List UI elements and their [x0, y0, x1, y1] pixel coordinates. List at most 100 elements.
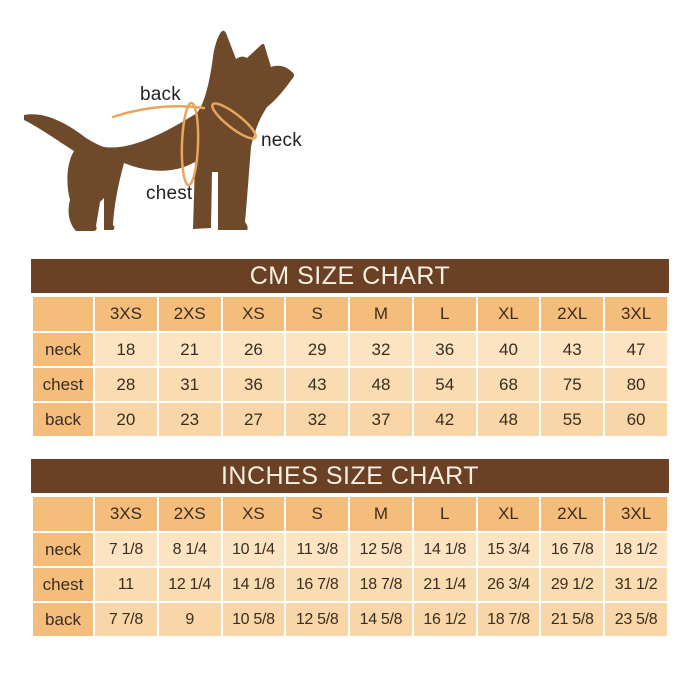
- size-value-cell: 43: [286, 368, 349, 401]
- size-column-header: XS: [222, 497, 285, 531]
- size-value-cell: 28: [95, 368, 157, 401]
- size-value-cell: 27: [222, 403, 285, 436]
- inches-size-table: 3XS 2XS XS S M L XL 2XL 3XL neck 7 1/8 8 1/4 10 1/4…: [31, 495, 669, 638]
- size-value-cell: 16 1/2: [413, 603, 476, 636]
- corner-cell: [33, 297, 93, 331]
- size-value-cell: 21 1/4: [413, 568, 476, 601]
- table-row: neck 18 21 26 29 32 36 40 43 47: [33, 333, 667, 366]
- size-column-header: 2XS: [158, 297, 221, 331]
- size-value-cell: 14 5/8: [350, 603, 412, 636]
- table-row: chest 11 12 1/4 14 1/8 16 7/8 18 7/8 21 1/4 26 …: [33, 568, 667, 601]
- table-row: back 20 23 27 32 37 42 48 55 60: [33, 403, 667, 436]
- neck-measurement-label: neck: [261, 130, 302, 151]
- measurement-row-label: chest: [33, 368, 93, 401]
- back-measurement-label: back: [140, 84, 181, 105]
- dog-silhouette-graphic: [24, 30, 294, 232]
- size-value-cell: 18 7/8: [477, 603, 540, 636]
- size-value-cell: 12 5/8: [350, 533, 412, 566]
- size-value-cell: 15 3/4: [477, 533, 540, 566]
- size-value-cell: 42: [413, 403, 476, 436]
- size-value-cell: 48: [477, 403, 540, 436]
- dog-silhouette: [24, 30, 294, 232]
- size-value-cell: 18: [95, 333, 157, 366]
- size-column-header: M: [350, 497, 412, 531]
- size-column-header: 3XS: [95, 497, 157, 531]
- size-value-cell: 23: [158, 403, 221, 436]
- size-value-cell: 26 3/4: [477, 568, 540, 601]
- measurement-row-label: chest: [33, 568, 93, 601]
- size-column-header: M: [350, 297, 412, 331]
- size-value-cell: 37: [350, 403, 412, 436]
- size-value-cell: 23 5/8: [605, 603, 667, 636]
- size-value-cell: 26: [222, 333, 285, 366]
- size-value-cell: 10 1/4: [222, 533, 285, 566]
- size-column-header: 3XL: [605, 297, 667, 331]
- size-value-cell: 21 5/8: [541, 603, 604, 636]
- size-value-cell: 10 5/8: [222, 603, 285, 636]
- inches-chart-title: INCHES SIZE CHART: [31, 459, 669, 493]
- cm-size-chart-section: CM SIZE CHART 3XS 2XS XS S M L XL 2XL 3XL neck 18…: [31, 259, 669, 438]
- size-value-cell: 16 7/8: [286, 568, 349, 601]
- size-column-header: XL: [477, 297, 540, 331]
- size-column-header: XS: [222, 297, 285, 331]
- neck-measure-ellipse: [211, 102, 257, 140]
- size-value-cell: 11 3/8: [286, 533, 349, 566]
- size-value-cell: 16 7/8: [541, 533, 604, 566]
- table-row: back 7 7/8 9 10 5/8 12 5/8 14 5/8 16 1/2 18 7/8…: [33, 603, 667, 636]
- size-value-cell: 31: [158, 368, 221, 401]
- size-value-cell: 8 1/4: [158, 533, 221, 566]
- size-value-cell: 12 5/8: [286, 603, 349, 636]
- measurement-row-label: back: [33, 603, 93, 636]
- size-header-row: 3XS 2XS XS S M L XL 2XL 3XL: [33, 297, 667, 331]
- dog-measurement-figure: back neck chest: [0, 0, 330, 250]
- size-value-cell: 18 1/2: [605, 533, 667, 566]
- size-value-cell: 36: [413, 333, 476, 366]
- size-column-header: L: [413, 297, 476, 331]
- size-column-header: 3XS: [95, 297, 157, 331]
- chest-measurement-label: chest: [146, 183, 193, 204]
- size-value-cell: 40: [477, 333, 540, 366]
- size-value-cell: 29 1/2: [541, 568, 604, 601]
- size-column-header: 2XL: [541, 497, 604, 531]
- size-value-cell: 36: [222, 368, 285, 401]
- size-value-cell: 20: [95, 403, 157, 436]
- size-value-cell: 29: [286, 333, 349, 366]
- table-row: chest 28 31 36 43 48 54 68 75 80: [33, 368, 667, 401]
- cm-size-table: 3XS 2XS XS S M L XL 2XL 3XL neck 18 21 26 29 32 36 40 43…: [31, 295, 669, 438]
- inches-size-chart-section: INCHES SIZE CHART 3XS 2XS XS S M L XL 2XL 3XL ne…: [31, 459, 669, 638]
- size-value-cell: 32: [350, 333, 412, 366]
- size-column-header: 3XL: [605, 497, 667, 531]
- size-value-cell: 60: [605, 403, 667, 436]
- chest-measure-ellipse: [180, 101, 200, 187]
- size-value-cell: 18 7/8: [350, 568, 412, 601]
- size-value-cell: 48: [350, 368, 412, 401]
- size-value-cell: 9: [158, 603, 221, 636]
- size-value-cell: 54: [413, 368, 476, 401]
- size-value-cell: 7 1/8: [95, 533, 157, 566]
- size-value-cell: 14 1/8: [413, 533, 476, 566]
- size-value-cell: 21: [158, 333, 221, 366]
- size-column-header: S: [286, 497, 349, 531]
- size-value-cell: 43: [541, 333, 604, 366]
- size-column-header: XL: [477, 497, 540, 531]
- table-row: neck 7 1/8 8 1/4 10 1/4 11 3/8 12 5/8 14 1/8 15…: [33, 533, 667, 566]
- measurement-row-label: neck: [33, 533, 93, 566]
- measurement-row-label: back: [33, 403, 93, 436]
- size-column-header: S: [286, 297, 349, 331]
- size-value-cell: 80: [605, 368, 667, 401]
- size-value-cell: 31 1/2: [605, 568, 667, 601]
- size-column-header: 2XS: [158, 497, 221, 531]
- size-value-cell: 7 7/8: [95, 603, 157, 636]
- size-value-cell: 12 1/4: [158, 568, 221, 601]
- size-value-cell: 32: [286, 403, 349, 436]
- size-column-header: L: [413, 497, 476, 531]
- size-value-cell: 75: [541, 368, 604, 401]
- size-value-cell: 55: [541, 403, 604, 436]
- size-value-cell: 14 1/8: [222, 568, 285, 601]
- size-header-row: 3XS 2XS XS S M L XL 2XL 3XL: [33, 497, 667, 531]
- measurement-row-label: neck: [33, 333, 93, 366]
- size-column-header: 2XL: [541, 297, 604, 331]
- size-value-cell: 68: [477, 368, 540, 401]
- size-value-cell: 47: [605, 333, 667, 366]
